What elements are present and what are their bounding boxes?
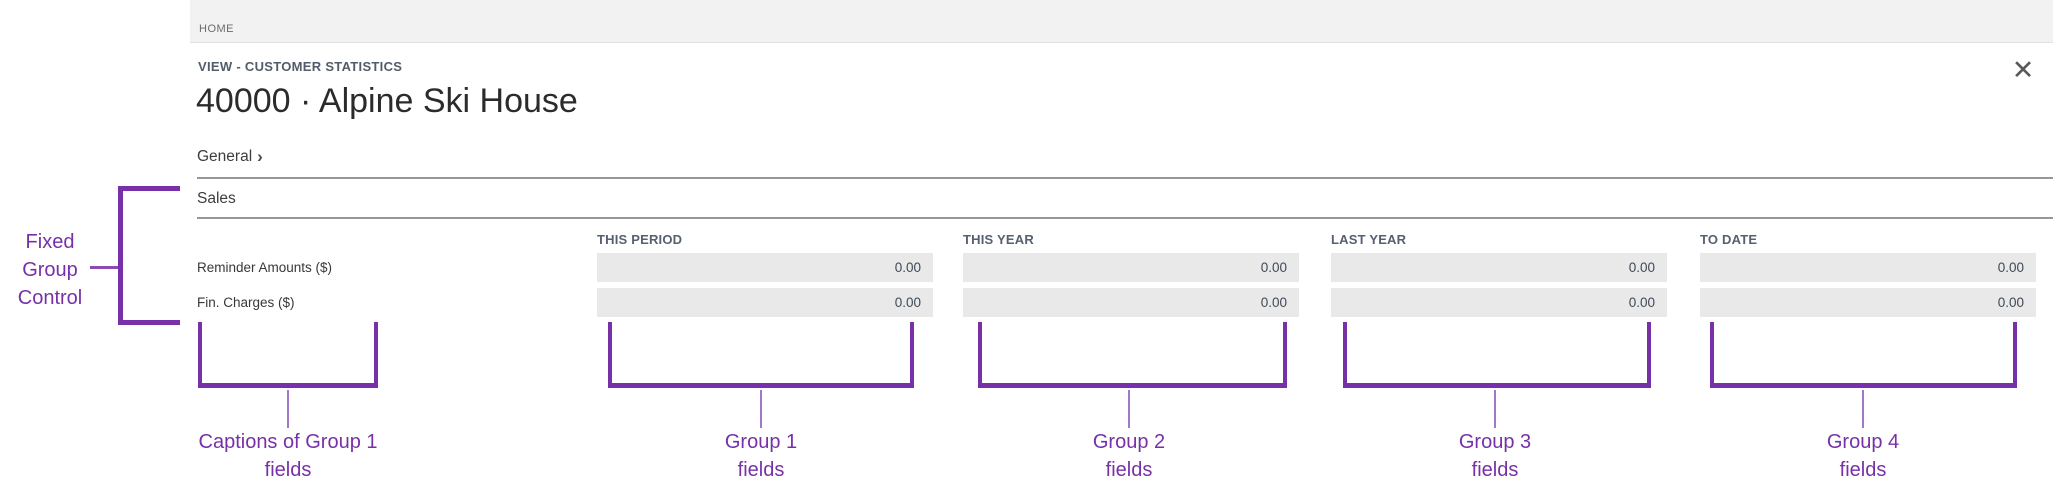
annotation-group2-bracket bbox=[978, 322, 1287, 388]
annotation-stem bbox=[1494, 390, 1496, 428]
divider bbox=[197, 177, 2053, 179]
section-sales[interactable]: Sales bbox=[197, 190, 236, 208]
column-header-last-year: LAST YEAR bbox=[1331, 232, 1407, 247]
annotation-captions-label: Captions of Group 1 fields bbox=[198, 431, 378, 481]
divider bbox=[197, 217, 2053, 219]
field-value[interactable]: 0.00 bbox=[963, 253, 1299, 282]
annotation-group2-label: Group 2 fields bbox=[1092, 431, 1166, 481]
field-value[interactable]: 0.00 bbox=[1331, 288, 1667, 317]
annotation-group3-bracket bbox=[1343, 322, 1651, 388]
field-caption-reminder-amounts: Reminder Amounts ($) bbox=[197, 260, 333, 275]
page-title: 40000 · Alpine Ski House bbox=[196, 82, 578, 120]
close-button[interactable]: ✕ bbox=[2002, 50, 2044, 90]
annotation-fixed-group-label: Fixed Group Control bbox=[17, 231, 83, 309]
annotation-stem bbox=[287, 390, 289, 428]
annotation-stem bbox=[1128, 390, 1130, 428]
annotation-stem bbox=[1862, 390, 1864, 428]
annotation-group1-label: Group 1 fields bbox=[724, 431, 798, 481]
column-header-to-date: TO DATE bbox=[1700, 232, 1758, 247]
annotation-group3-label: Group 3 fields bbox=[1458, 431, 1532, 481]
section-general-label: General bbox=[197, 148, 253, 165]
section-sales-label: Sales bbox=[197, 190, 236, 207]
column-header-this-period: THIS PERIOD bbox=[597, 232, 683, 247]
menu-bar: HOME bbox=[190, 0, 2053, 43]
field-caption-fin-charges: Fin. Charges ($) bbox=[197, 295, 295, 310]
annotation-connector bbox=[90, 266, 118, 269]
field-value[interactable]: 0.00 bbox=[963, 288, 1299, 317]
annotation-captions-bracket bbox=[198, 322, 378, 388]
annotation-group4-bracket bbox=[1710, 322, 2017, 388]
field-value[interactable]: 0.00 bbox=[597, 253, 933, 282]
section-general[interactable]: General › bbox=[197, 148, 263, 166]
page-view-caption: VIEW - CUSTOMER STATISTICS bbox=[198, 59, 403, 74]
annotation-stem bbox=[760, 390, 762, 428]
chevron-right-icon: › bbox=[257, 146, 263, 166]
field-value[interactable]: 0.00 bbox=[1700, 288, 2036, 317]
field-value[interactable]: 0.00 bbox=[1331, 253, 1667, 282]
annotation-group4-label: Group 4 fields bbox=[1826, 431, 1900, 481]
annotation-fixed-group-bracket bbox=[118, 186, 180, 325]
field-value[interactable]: 0.00 bbox=[597, 288, 933, 317]
field-value[interactable]: 0.00 bbox=[1700, 253, 2036, 282]
menu-item-home[interactable]: HOME bbox=[199, 23, 234, 35]
close-icon: ✕ bbox=[2011, 54, 2035, 85]
column-header-this-year: THIS YEAR bbox=[963, 232, 1034, 247]
annotation-group1-bracket bbox=[608, 322, 914, 388]
